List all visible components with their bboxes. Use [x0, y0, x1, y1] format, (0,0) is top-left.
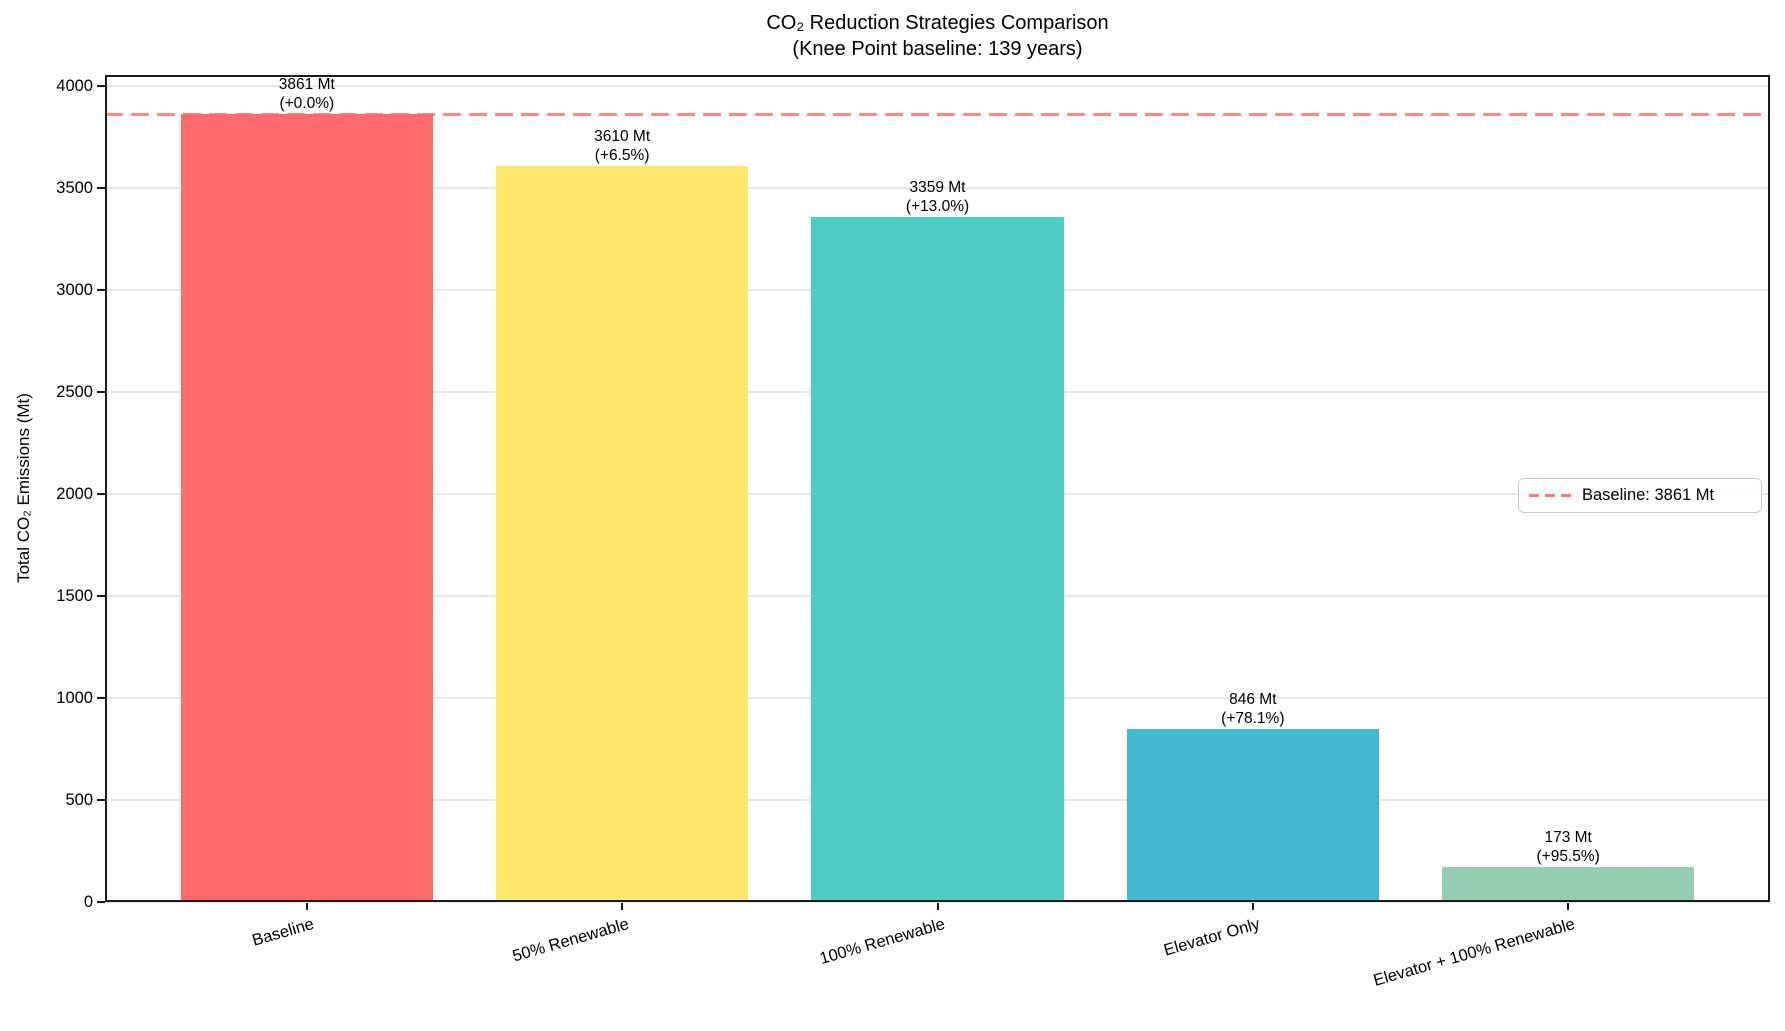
y-tick-label: 4000	[56, 77, 93, 96]
baseline-reference-line	[105, 112, 1770, 117]
x-tick	[621, 902, 624, 910]
x-tick-label: 50% Renewable	[510, 915, 632, 966]
y-tick	[97, 289, 105, 291]
y-tick	[97, 697, 105, 699]
x-tick-label: Baseline	[249, 915, 316, 950]
baseline-dashed-line-sample	[1529, 494, 1571, 497]
y-tick-label: 3000	[56, 281, 93, 299]
y-tick	[97, 595, 105, 597]
chart-title: CO₂ Reduction Strategies Comparison (Kne…	[105, 10, 1770, 62]
y-tick-label: 3500	[56, 179, 93, 197]
legend: Baseline: 3861 Mt	[1518, 478, 1762, 513]
gridline	[105, 901, 1770, 903]
y-tick-label: 1000	[56, 689, 93, 707]
x-tick-label: Elevator Only	[1161, 915, 1262, 960]
y-tick-label: 1500	[56, 587, 93, 605]
y-tick-label: 0	[83, 893, 93, 911]
chart-subtitle-line: (Knee Point baseline: 139 years)	[792, 38, 1083, 60]
bar-value-label: 3861 Mt (+0.0%)	[278, 76, 335, 113]
bar-value-label: 846 Mt (+78.1%)	[1221, 691, 1285, 728]
y-tick	[97, 187, 105, 189]
bar	[180, 114, 433, 902]
bar	[811, 216, 1064, 902]
bar	[1126, 729, 1379, 902]
legend-label: Baseline: 3861 Mt	[1582, 486, 1715, 504]
x-tick	[1567, 902, 1570, 910]
bar	[1442, 866, 1695, 902]
y-tick	[97, 85, 105, 88]
x-tick-label: 100% Renewable	[817, 915, 947, 968]
y-tick	[97, 901, 105, 903]
chart-title-line: CO₂ Reduction Strategies Comparison	[766, 12, 1109, 34]
y-tick	[97, 493, 105, 495]
gridline	[105, 187, 1770, 189]
x-tick	[1251, 902, 1254, 910]
y-tick-label: 2000	[56, 485, 93, 503]
y-tick-label: 2500	[56, 383, 93, 401]
bar-value-label: 3610 Mt (+6.5%)	[594, 127, 651, 164]
bar-value-label: 3359 Mt (+13.0%)	[905, 178, 970, 215]
y-tick	[97, 799, 105, 801]
bar	[496, 165, 749, 902]
x-tick	[305, 902, 308, 910]
bar-value-label: 173 Mt (+95.5%)	[1536, 828, 1600, 865]
y-tick-label: 500	[65, 791, 93, 809]
y-tick	[97, 391, 105, 393]
x-tick-label: Elevator + 100% Renewable	[1371, 915, 1578, 990]
gridline	[105, 85, 1770, 87]
x-tick	[936, 902, 939, 910]
